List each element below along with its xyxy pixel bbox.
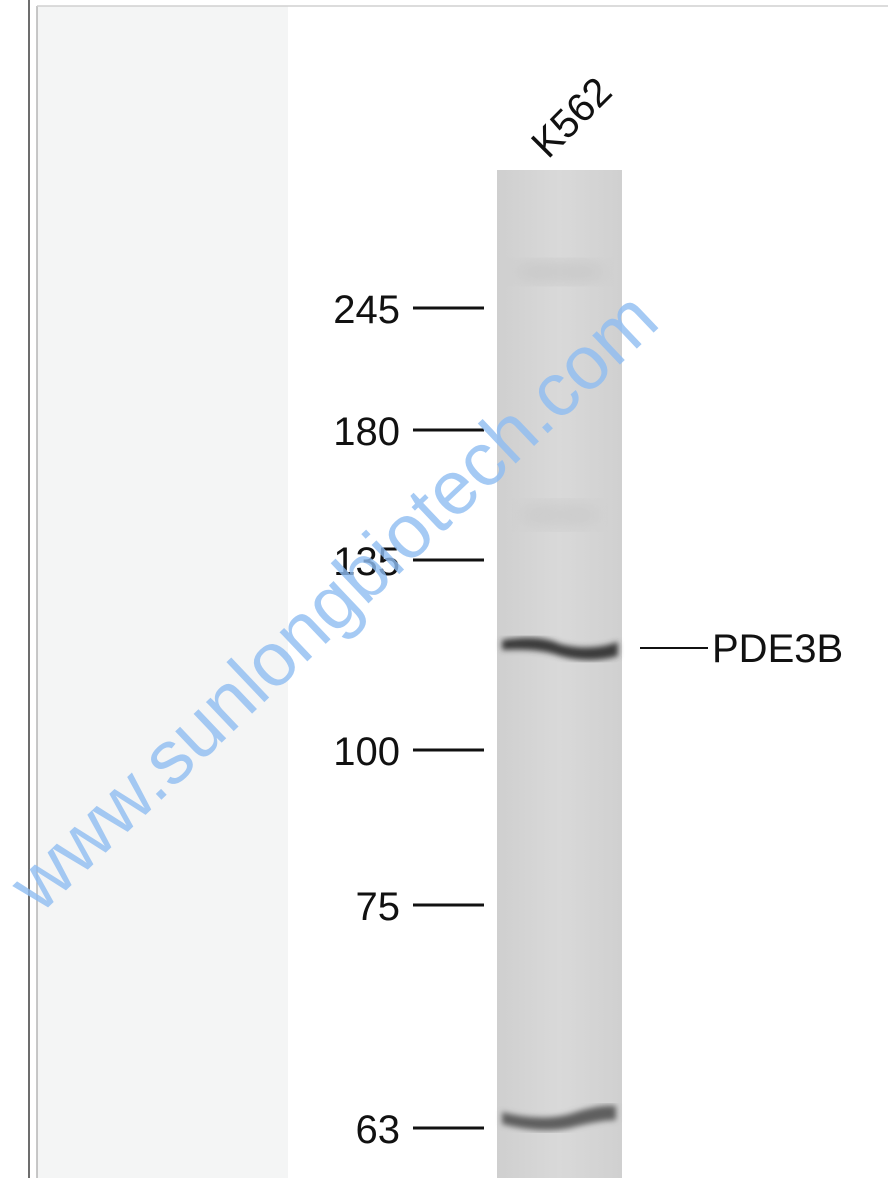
faint-band	[520, 501, 600, 529]
marker-label: 63	[356, 1108, 401, 1152]
marker-label: 100	[333, 730, 400, 774]
blot-lane	[497, 170, 622, 1178]
marker-label: 245	[333, 288, 400, 332]
faint-band	[515, 260, 605, 284]
left-panel	[37, 6, 288, 1178]
band-label: PDE3B	[712, 627, 843, 671]
band-63	[502, 1105, 616, 1131]
marker-label: 135	[333, 540, 400, 584]
marker-label: 180	[333, 410, 400, 454]
marker-ladder: 245 180 135 100 75 63	[333, 288, 484, 1152]
pde3b-band	[502, 637, 618, 660]
marker-label: 75	[356, 885, 401, 929]
